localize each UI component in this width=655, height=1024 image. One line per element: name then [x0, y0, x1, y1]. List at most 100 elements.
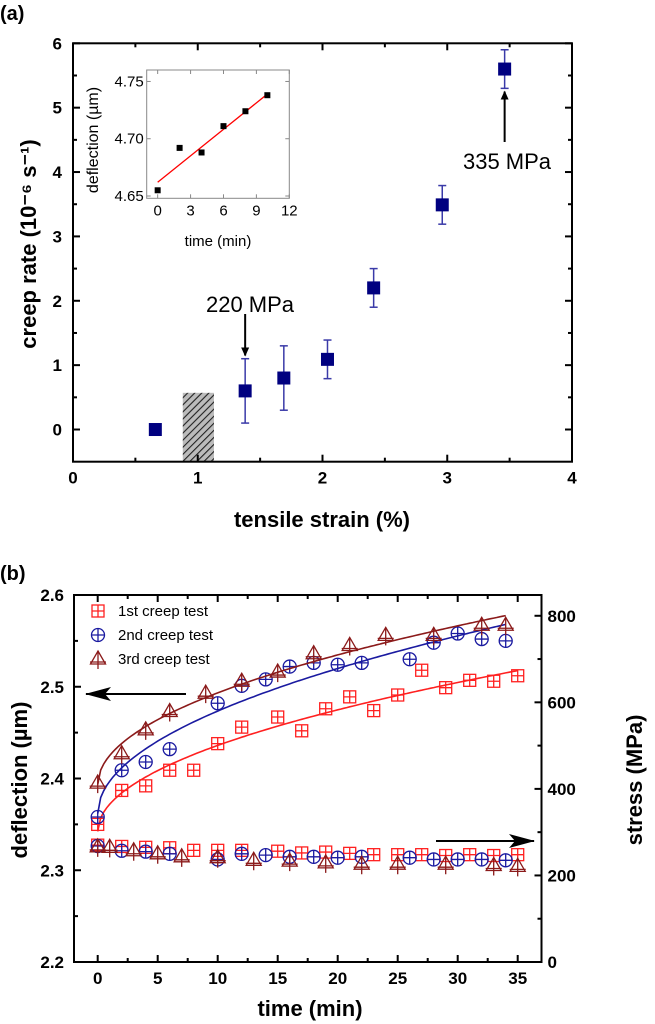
cross-mark: [90, 651, 106, 669]
stress-point: [498, 853, 513, 868]
y-tick-label: 2.6: [40, 586, 64, 605]
deflection-point: [473, 615, 491, 636]
fit-curve-1: [96, 669, 518, 832]
y2-tick-label: 800: [548, 607, 576, 626]
cross-mark: [485, 857, 502, 876]
annotation-335-mpa: 335 MPa: [463, 149, 552, 174]
legend-label: 1st creep test: [118, 603, 209, 620]
plus-mark: [115, 784, 128, 797]
plus-mark: [487, 675, 500, 688]
y-tick-label: 3: [53, 227, 62, 246]
plus-mark: [367, 704, 380, 717]
deflection-point: [138, 754, 153, 770]
plus-mark: [367, 848, 380, 861]
cross-mark: [509, 858, 526, 877]
y2-tick-label: 400: [548, 780, 576, 799]
cross-mark: [101, 839, 118, 858]
y-tick-label: 6: [53, 34, 62, 53]
deflection-point: [305, 644, 323, 664]
deflection-point: [497, 615, 515, 636]
stress-point: [389, 854, 407, 875]
plus-mark: [259, 672, 273, 686]
cross-mark: [425, 627, 442, 646]
deflection-point: [90, 809, 105, 825]
plus-mark: [439, 681, 452, 694]
panel-a-x-axis-label: tensile strain (%): [234, 507, 410, 532]
legend-label: 2nd creep test: [118, 627, 214, 644]
plus-mark: [499, 634, 513, 648]
plus-mark: [307, 850, 321, 864]
legend-label: 3rd creep test: [118, 651, 211, 668]
x-tick-label: 0: [68, 469, 77, 488]
inset-plot: 0 3 6 9 12 4.65 4.70 4.75: [114, 69, 298, 219]
x-tick-label: 20: [328, 969, 347, 988]
deflection-point: [450, 626, 465, 641]
x-tick-label: 3: [443, 469, 452, 488]
plus-mark: [415, 664, 428, 677]
cross-mark: [137, 721, 154, 740]
hatched-region: [182, 392, 214, 462]
stress-point: [162, 846, 177, 861]
y2-tick-label: 0: [548, 953, 557, 972]
x-tick-label: 15: [268, 969, 287, 988]
stress-point: [209, 848, 227, 868]
cross-mark: [125, 842, 142, 861]
plus-mark: [235, 721, 248, 734]
annotation-220-mpa: 220 MPa: [206, 292, 295, 317]
panel-b-label: (b): [0, 563, 26, 585]
deflection-point: [487, 674, 501, 688]
cross-mark: [89, 775, 106, 794]
data-point: [320, 352, 334, 366]
plus-mark: [403, 851, 417, 865]
x-tick-label: 4: [567, 469, 577, 488]
deflection-point: [343, 690, 357, 704]
cross-mark: [209, 849, 226, 868]
y2-tick-label: 600: [548, 693, 576, 712]
stress-point: [101, 838, 119, 858]
inset-data-point: [220, 123, 227, 130]
plus-mark: [475, 852, 489, 866]
plus-mark: [319, 702, 332, 715]
deflection-point: [235, 720, 249, 734]
data-point: [498, 62, 512, 76]
deflection-point: [162, 741, 177, 757]
plus-mark: [163, 764, 176, 777]
panel-a-label: (a): [0, 3, 24, 25]
data-point: [367, 281, 381, 295]
plus-mark: [295, 724, 308, 737]
inset-data-point: [176, 144, 183, 151]
inset-x-tick-label: 0: [153, 202, 161, 219]
deflection-point: [115, 783, 129, 798]
cross-mark: [113, 745, 130, 764]
legend-marker: [91, 604, 105, 618]
x-tick-label: 30: [448, 969, 467, 988]
deflection-point: [271, 710, 285, 724]
stress-point: [317, 853, 335, 873]
plus-mark: [451, 852, 465, 866]
stress-point: [415, 848, 429, 862]
inset-y-axis-label: deflection (µm): [85, 87, 102, 193]
panel-b-plot: 0 5 10 15 20 25 30 35 2.2 2.3 2.4 2.5 2.6 0 200 400 600 8…: [40, 586, 576, 988]
plus-mark: [211, 696, 225, 710]
deflection-point: [211, 736, 225, 751]
data-point: [238, 384, 252, 398]
cross-mark: [437, 856, 454, 875]
inset-x-tick-label: 12: [281, 202, 298, 219]
plus-mark: [355, 656, 369, 670]
cross-mark: [389, 856, 406, 875]
y-tick-label: 5: [53, 99, 62, 118]
legend-marker: [90, 627, 106, 643]
cross-mark: [305, 645, 322, 664]
plus-mark: [91, 810, 105, 824]
cross-mark: [233, 673, 250, 692]
plus-mark: [187, 764, 200, 777]
inset-y-tick-label: 4.75: [114, 73, 143, 90]
y-tick-label: 2.4: [40, 770, 64, 789]
cross-mark: [353, 856, 370, 875]
plus-mark: [295, 846, 308, 859]
plus-mark: [331, 658, 345, 672]
stress-point: [330, 850, 345, 865]
plus-mark: [139, 845, 153, 859]
